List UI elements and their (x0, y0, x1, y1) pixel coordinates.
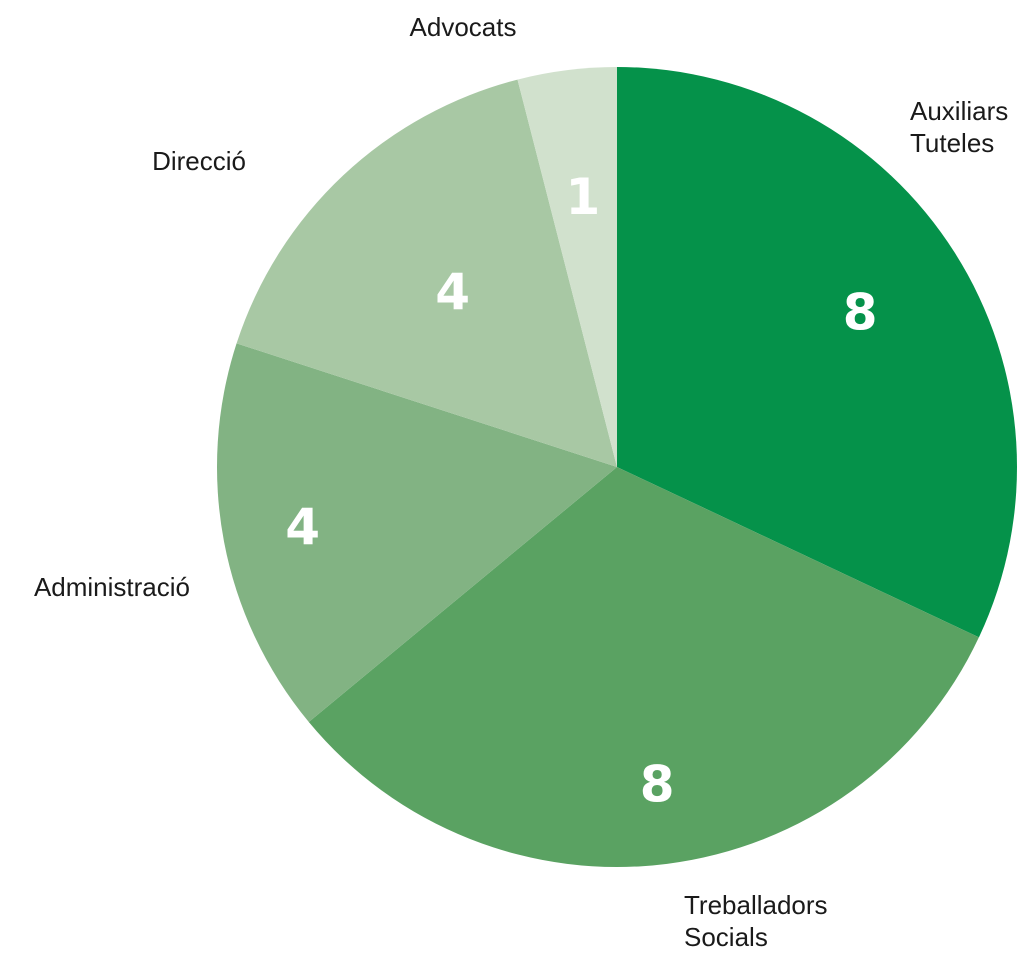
pie-slice-advocats (517, 67, 617, 467)
slice-category-label: Administració (34, 572, 190, 602)
slice-value-label: 4 (435, 263, 470, 321)
slice-category-label: Advocats (410, 12, 517, 42)
slice-value-label: 4 (285, 498, 320, 556)
slice-value-label: 8 (843, 284, 878, 342)
slice-value-label: 8 (640, 755, 675, 813)
pie-category-labels: Auxiliars Tuteles Treballadors Socials Admin… (34, 12, 1008, 952)
slice-category-label: Direcció (152, 146, 246, 176)
pie-slices (217, 67, 1017, 868)
slice-value-label: 1 (566, 168, 601, 226)
pie-slice-treballadors-socials (308, 467, 979, 868)
pie-slice-auxiliars-tuteles (617, 67, 1017, 638)
slice-category-label: Treballadors Socials (684, 890, 828, 952)
pie-slice-direccio (236, 79, 617, 467)
pie-slice-administracio (217, 343, 618, 722)
pie-value-labels: 8 8 4 4 1 (285, 168, 877, 813)
slice-category-label: Auxiliars Tuteles (910, 96, 1008, 158)
